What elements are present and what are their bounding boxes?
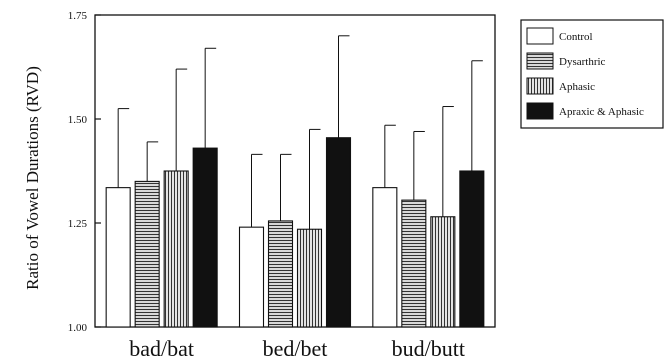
bar: [401, 199, 427, 328]
bar: [372, 187, 398, 328]
plot-frame: [94, 14, 496, 328]
bar: [238, 226, 265, 328]
bar: [267, 220, 294, 328]
category-label: bud/butt: [392, 336, 465, 360]
y-tick-label: 1.00: [68, 322, 88, 334]
y-axis-ticks: 1.00 1.25 1.50 1.75: [68, 10, 101, 334]
legend-swatch: [526, 27, 554, 45]
category-label: bad/bat: [129, 336, 194, 360]
legend-swatch: [526, 52, 554, 70]
y-tick-label: 1.75: [68, 10, 88, 22]
legend: Control Dysarthric Aphasic Apraxic & Aphasi…: [520, 19, 664, 129]
bar: [192, 147, 218, 328]
bar: [325, 137, 352, 328]
category-label: bed/bet: [263, 336, 328, 360]
bar: [459, 170, 485, 328]
y-tick-label: 1.25: [68, 218, 88, 230]
category-labels: bad/bat bed/bet bud/butt: [129, 336, 465, 360]
bar: [163, 170, 189, 328]
legend-swatch: [526, 102, 554, 120]
legend-swatch: [526, 77, 554, 95]
bar: [430, 216, 456, 328]
y-tick-label: 1.50: [68, 114, 88, 126]
bars: [105, 35, 485, 328]
bar: [296, 228, 323, 328]
bar: [134, 180, 160, 328]
bar: [105, 187, 131, 328]
y-axis-label: Ratio of Vowel Durations (RVD): [23, 66, 42, 290]
legend-entry: Apraxic & Aphasic: [559, 106, 644, 118]
legend-entry: Control: [559, 31, 593, 43]
legend-entry: Aphasic: [559, 81, 595, 93]
legend-entry: Dysarthric: [559, 56, 606, 68]
